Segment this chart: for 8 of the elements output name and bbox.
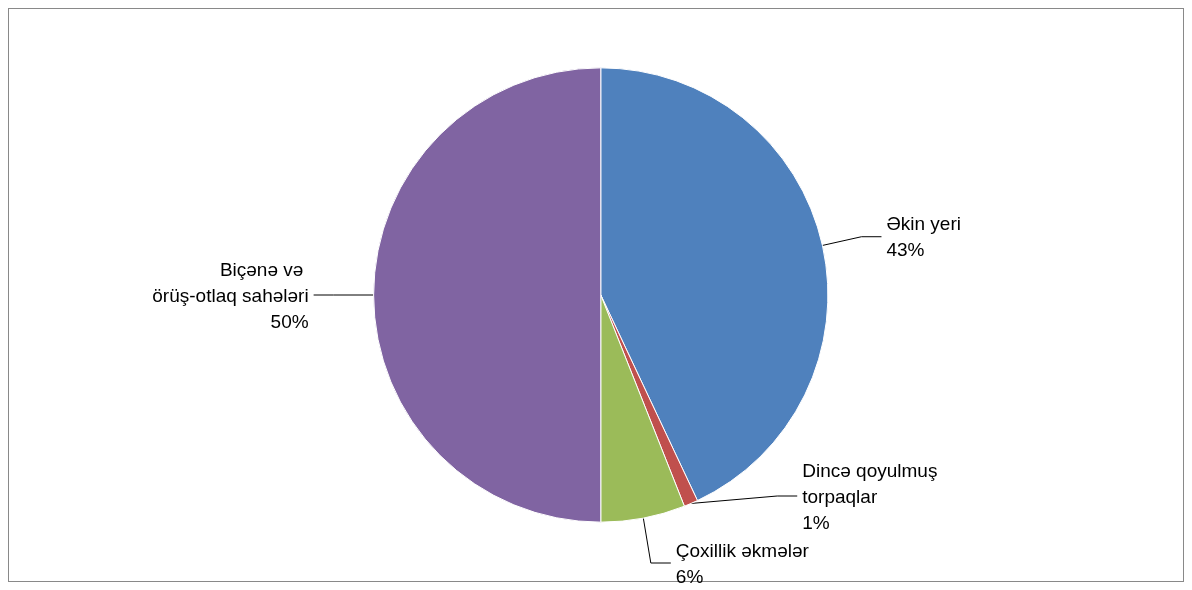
slice-label: Dincə qoyulmuş torpaqlar bbox=[802, 459, 943, 507]
slice-label: Çoxillik əkmələr bbox=[675, 539, 810, 561]
data-label: 6% bbox=[675, 565, 704, 587]
slice-label: Biçənə və örüş-otlaq sahələri bbox=[152, 258, 309, 306]
slice-label: Əkin yeri bbox=[886, 213, 961, 235]
data-label: 43% bbox=[886, 239, 925, 261]
data-label: 50% bbox=[270, 310, 309, 332]
data-label: 1% bbox=[802, 511, 830, 533]
